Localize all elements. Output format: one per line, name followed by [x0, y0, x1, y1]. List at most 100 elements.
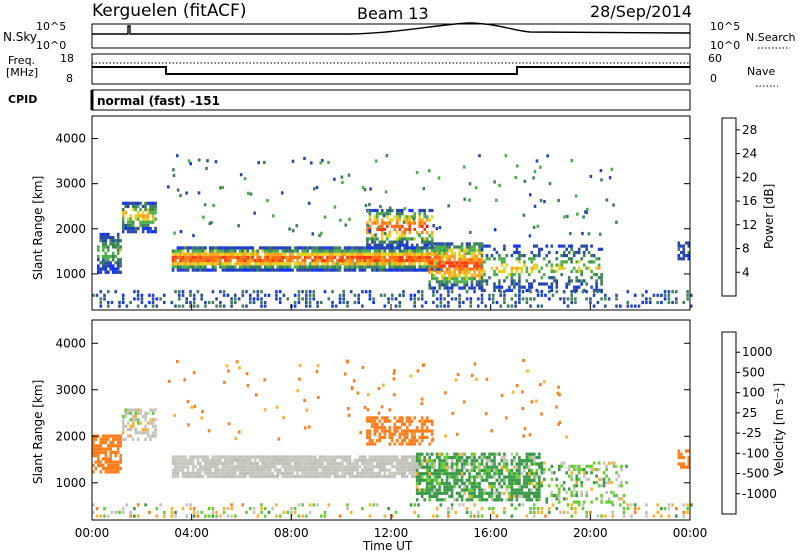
- power-cell: [254, 249, 257, 253]
- power-cell: [146, 211, 150, 215]
- power-cell: [401, 265, 404, 269]
- power-cell: [413, 293, 416, 297]
- velocity-cell: [229, 455, 232, 459]
- power-cell: [453, 283, 456, 287]
- velocity-cell: [682, 462, 686, 466]
- power-cell: [401, 237, 404, 241]
- velocity-cell: [615, 477, 618, 481]
- velocity-cell: [151, 424, 155, 428]
- power-cell: [125, 304, 129, 308]
- velocity-cell: [415, 481, 419, 486]
- velocity-cell: [403, 461, 407, 466]
- velocity-cell: [393, 458, 397, 462]
- power-cell: [447, 304, 450, 308]
- power-cell: [398, 259, 402, 263]
- velocity-cell: [597, 484, 601, 488]
- power-cell: [366, 265, 369, 269]
- power-cell: [266, 255, 269, 259]
- velocity-cell: [470, 462, 474, 466]
- power-cell: [288, 259, 292, 263]
- velocity-cell: [418, 429, 421, 433]
- velocity-cell: [207, 507, 211, 511]
- velocity-cell: [410, 439, 414, 443]
- power-cell: [318, 246, 322, 250]
- velocity-cell: [445, 462, 449, 466]
- velocity-cell: [346, 455, 349, 459]
- power-cell: [214, 268, 217, 272]
- velocity-cell: [104, 454, 108, 458]
- velocity-cell: [498, 452, 501, 456]
- velocity-cell: [555, 477, 559, 481]
- velocity-cell: [201, 410, 204, 414]
- power-cell: [453, 251, 456, 255]
- power-cell: [373, 218, 377, 222]
- power-cell: [518, 285, 521, 289]
- velocity-cell: [92, 510, 95, 514]
- velocity-cell: [345, 359, 349, 363]
- power-cell: [361, 265, 364, 269]
- velocity-cell: [181, 458, 185, 462]
- power-cell: [239, 265, 242, 269]
- velocity-cell: [428, 488, 431, 492]
- power-cell: [393, 215, 397, 219]
- velocity-cell: [403, 422, 407, 426]
- velocity-cell: [239, 458, 242, 462]
- velocity-cell: [377, 386, 381, 391]
- power-cell: [376, 255, 379, 259]
- power-cell: [493, 288, 496, 292]
- velocity-cell: [413, 458, 416, 462]
- power-cell: [186, 255, 190, 259]
- power-cell: [343, 246, 347, 250]
- power-cell: [398, 300, 402, 305]
- velocity-cell: [291, 458, 294, 462]
- velocity-cell: [199, 455, 202, 459]
- velocity-cell: [518, 459, 521, 463]
- velocity-cell: [121, 431, 125, 435]
- velocity-cell: [607, 500, 611, 504]
- velocity-cell: [111, 434, 115, 438]
- velocity-cell: [460, 455, 464, 460]
- velocity-cell: [296, 389, 300, 393]
- velocity-cell: [582, 471, 586, 475]
- velocity-cell: [263, 378, 266, 382]
- velocity-cell: [412, 432, 416, 436]
- power-cell: [281, 262, 284, 266]
- velocity-cell: [448, 481, 451, 486]
- power-cell: [435, 280, 439, 284]
- velocity-cell: [201, 474, 205, 479]
- power-cell: [425, 231, 429, 235]
- velocity-cell: [92, 447, 95, 451]
- velocity-cell: [600, 500, 603, 504]
- power-cell: [408, 259, 411, 263]
- velocity-cell: [458, 494, 461, 499]
- power-cell: [518, 282, 521, 286]
- power-cell: [682, 244, 686, 248]
- power-cell: [356, 255, 359, 259]
- velocity-cell: [196, 468, 200, 472]
- velocity-cell: [521, 390, 524, 394]
- velocity-cell: [435, 488, 439, 492]
- power-cell: [398, 293, 402, 297]
- power-cell: [420, 231, 424, 235]
- power-cell: [221, 186, 225, 190]
- velocity-cell: [460, 459, 464, 463]
- velocity-cell: [386, 474, 389, 479]
- power-cell: [388, 259, 392, 263]
- velocity-cell: [381, 474, 384, 479]
- velocity-cell: [510, 459, 514, 463]
- power-cell: [376, 252, 379, 256]
- velocity-cell: [435, 498, 439, 502]
- velocity-cell: [528, 455, 531, 460]
- power-cell: [500, 269, 504, 273]
- velocity-cell: [346, 503, 349, 507]
- power-cell: [398, 265, 402, 269]
- velocity-cell: [463, 488, 466, 492]
- velocity-cell: [540, 468, 544, 472]
- power-cell: [401, 243, 404, 247]
- power-cell: [333, 177, 336, 181]
- velocity-cell: [682, 455, 686, 460]
- velocity-cell: [343, 471, 347, 475]
- power-cell: [450, 283, 454, 287]
- velocity-cell: [405, 416, 409, 420]
- velocity-cell: [567, 464, 571, 468]
